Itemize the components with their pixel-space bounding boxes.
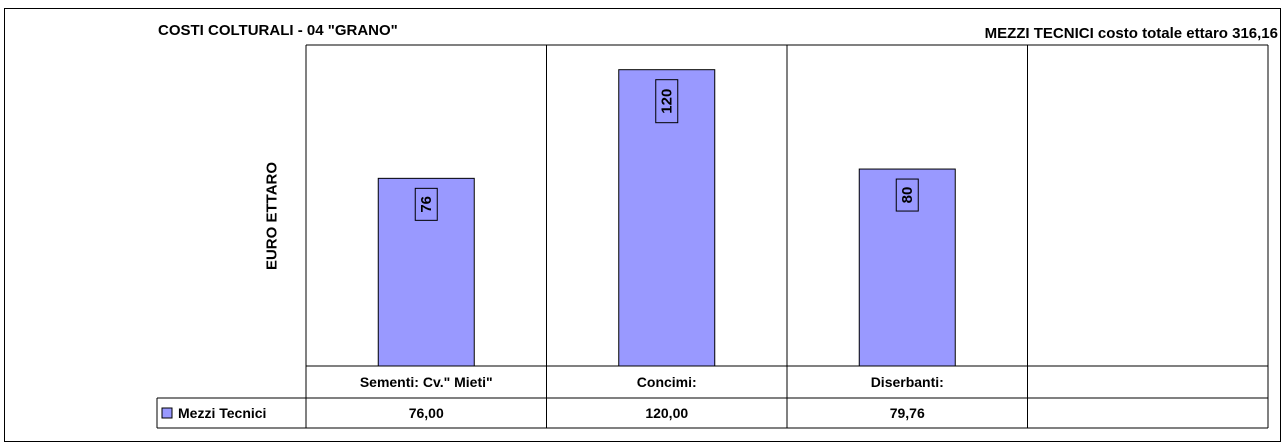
data-label-box xyxy=(414,187,438,221)
legend-swatch xyxy=(161,407,173,419)
data-label-box xyxy=(655,79,679,124)
data-label: 76 xyxy=(418,196,435,213)
data-label-box xyxy=(895,178,919,212)
x-tick-label: Sementi: Cv." Mieti" xyxy=(360,374,493,390)
data-label: 80 xyxy=(899,187,916,204)
data-table-value: 76,00 xyxy=(409,405,444,421)
data-label: 120 xyxy=(658,89,675,114)
chart-frame xyxy=(4,8,1281,442)
legend-label: Mezzi Tecnici xyxy=(178,405,266,421)
bar xyxy=(858,168,956,367)
bar xyxy=(377,177,475,367)
chart-subtitle: MEZZI TECNICI costo totale ettaro 316,16 xyxy=(984,25,1278,42)
x-tick-label: Concimi: xyxy=(637,374,697,390)
data-table-value: 120,00 xyxy=(645,405,688,421)
bar xyxy=(618,69,716,367)
data-table-value: 79,76 xyxy=(890,405,925,421)
chart-title: COSTI COLTURALI - 04 "GRANO" xyxy=(158,22,398,39)
x-tick-label: Diserbanti: xyxy=(871,374,944,390)
